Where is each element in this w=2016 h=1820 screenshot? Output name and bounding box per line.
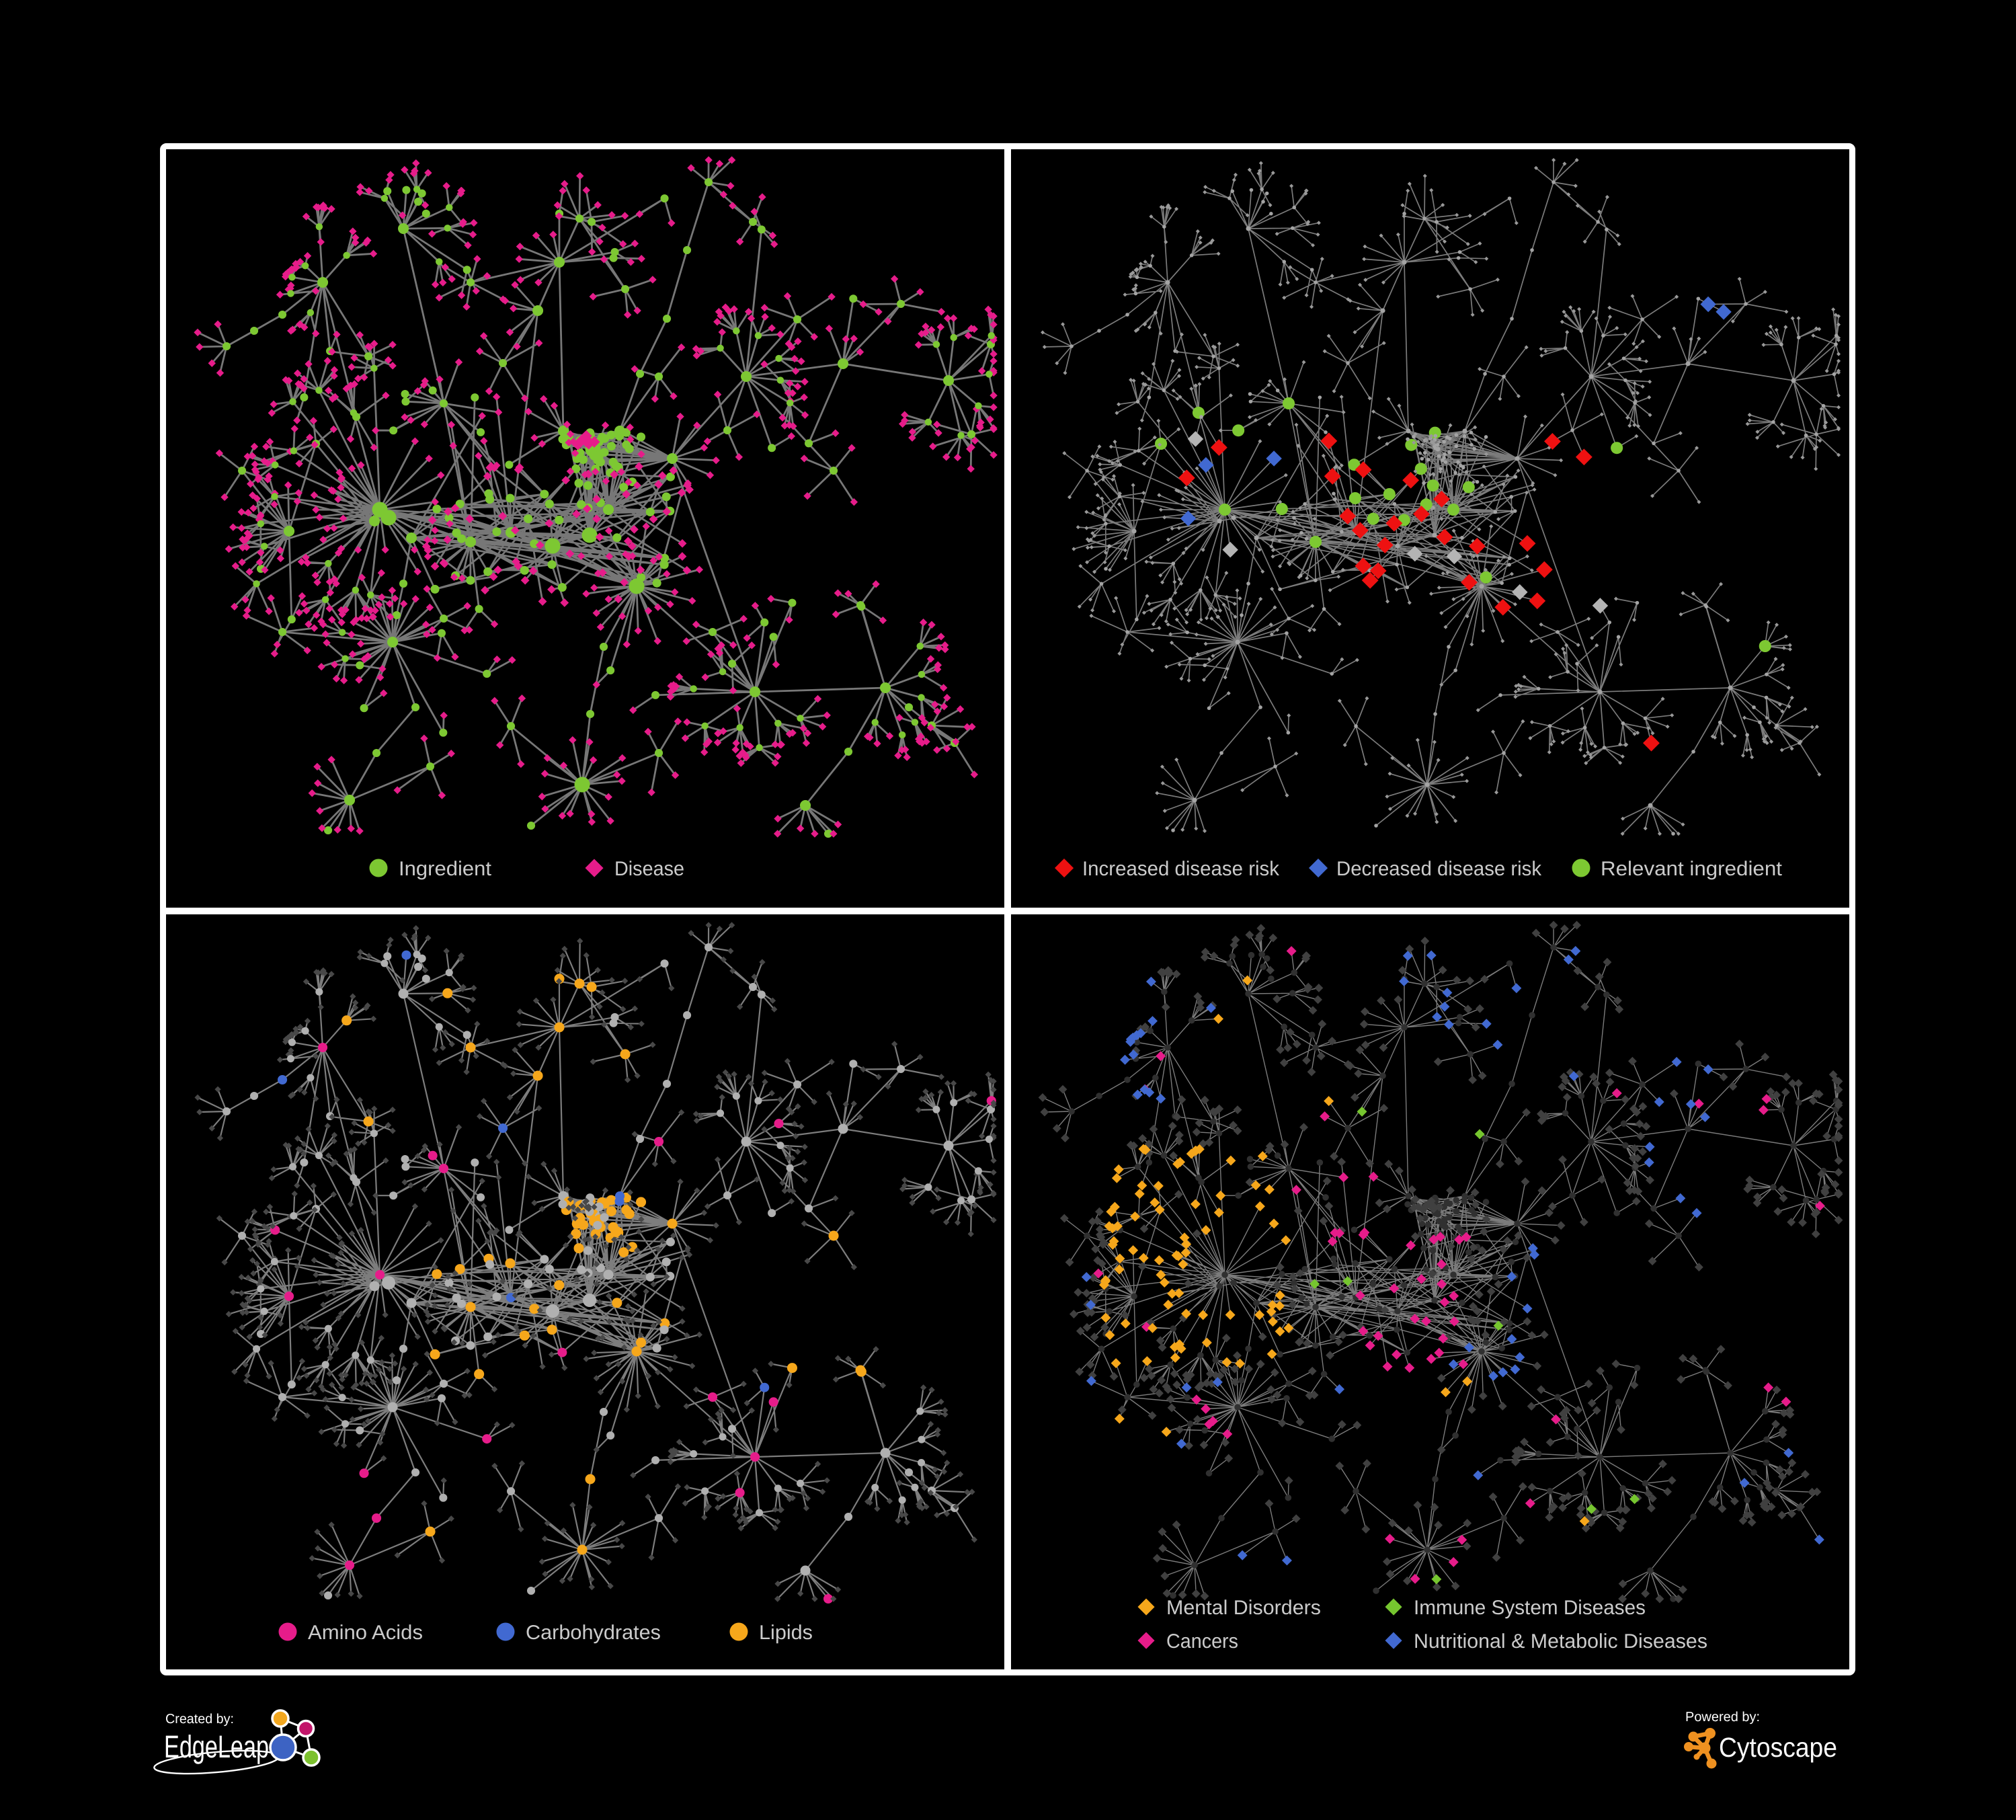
svg-text:Amino Acids: Amino Acids: [308, 1622, 423, 1644]
svg-text:Nutritional & Metabolic Diseas: Nutritional & Metabolic Diseases: [1414, 1630, 1707, 1653]
svg-text:Created by:: Created by:: [165, 1712, 234, 1727]
svg-text:Mental Disorders: Mental Disorders: [1166, 1597, 1321, 1619]
svg-text:Relevant ingredient: Relevant ingredient: [1601, 858, 1783, 880]
svg-text:Immune System Diseases: Immune System Diseases: [1414, 1597, 1646, 1619]
svg-text:Decreased disease risk: Decreased disease risk: [1336, 858, 1542, 880]
svg-text:Cancers: Cancers: [1166, 1630, 1238, 1653]
svg-text:Powered by:: Powered by:: [1685, 1710, 1760, 1725]
svg-text:Lipids: Lipids: [759, 1622, 813, 1644]
svg-text:Ingredient: Ingredient: [399, 858, 492, 880]
svg-text:Increased disease risk: Increased disease risk: [1082, 858, 1280, 880]
svg-text:Carbohydrates: Carbohydrates: [526, 1622, 661, 1644]
svg-text:EdgeLeap: EdgeLeap: [164, 1729, 269, 1764]
svg-text:Disease: Disease: [614, 858, 684, 880]
svg-text:Cytoscape: Cytoscape: [1719, 1732, 1837, 1763]
